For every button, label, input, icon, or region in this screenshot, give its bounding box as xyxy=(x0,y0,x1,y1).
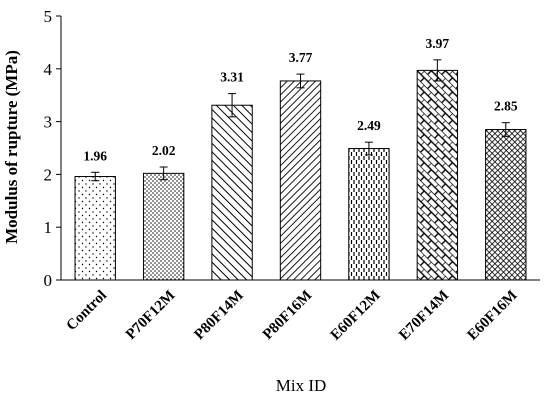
bar xyxy=(416,69,459,281)
x-axis-title: Mix ID xyxy=(276,376,327,395)
bars xyxy=(74,69,527,281)
y-axis-title-group: Modulus of rupture (MPa) xyxy=(2,50,21,244)
bar xyxy=(142,172,185,281)
y-axis-title: Modulus of rupture (MPa) xyxy=(2,50,21,244)
category-label: E70F14M xyxy=(396,288,452,344)
data-label: 3.31 xyxy=(220,70,244,85)
category-label: P70F12M xyxy=(123,288,178,343)
y-tick-label: 4 xyxy=(44,60,53,79)
category-label: P80F14M xyxy=(191,288,246,343)
bar xyxy=(279,80,322,281)
category-label: P80F16M xyxy=(260,288,315,343)
category-label: Control xyxy=(64,288,110,334)
data-label: 2.85 xyxy=(494,99,518,114)
y-axis-ticks: 0 1 2 3 4 5 xyxy=(44,7,61,290)
data-label: 3.97 xyxy=(426,36,450,51)
data-labels: 1.96 2.02 3.31 3.77 2.49 3.97 2.85 xyxy=(83,36,517,163)
category-label: E60F12M xyxy=(328,288,384,344)
data-label: 3.77 xyxy=(289,50,313,65)
data-label: 2.02 xyxy=(152,143,176,158)
y-tick-label: 2 xyxy=(44,165,53,184)
bar xyxy=(348,148,390,281)
bar xyxy=(211,104,253,281)
y-tick-label: 5 xyxy=(44,7,53,26)
bar xyxy=(485,129,527,281)
y-tick-label: 3 xyxy=(44,113,53,132)
category-label: E60F16M xyxy=(465,288,521,344)
y-tick-label: 0 xyxy=(44,271,53,290)
data-label: 1.96 xyxy=(83,148,107,163)
data-label: 2.49 xyxy=(357,118,381,133)
error-bars xyxy=(91,59,510,182)
y-tick-label: 1 xyxy=(44,218,53,237)
category-labels: Control P70F12M P80F14M P80F16M E60F12M E70F1… xyxy=(64,288,521,344)
bar xyxy=(74,176,116,281)
